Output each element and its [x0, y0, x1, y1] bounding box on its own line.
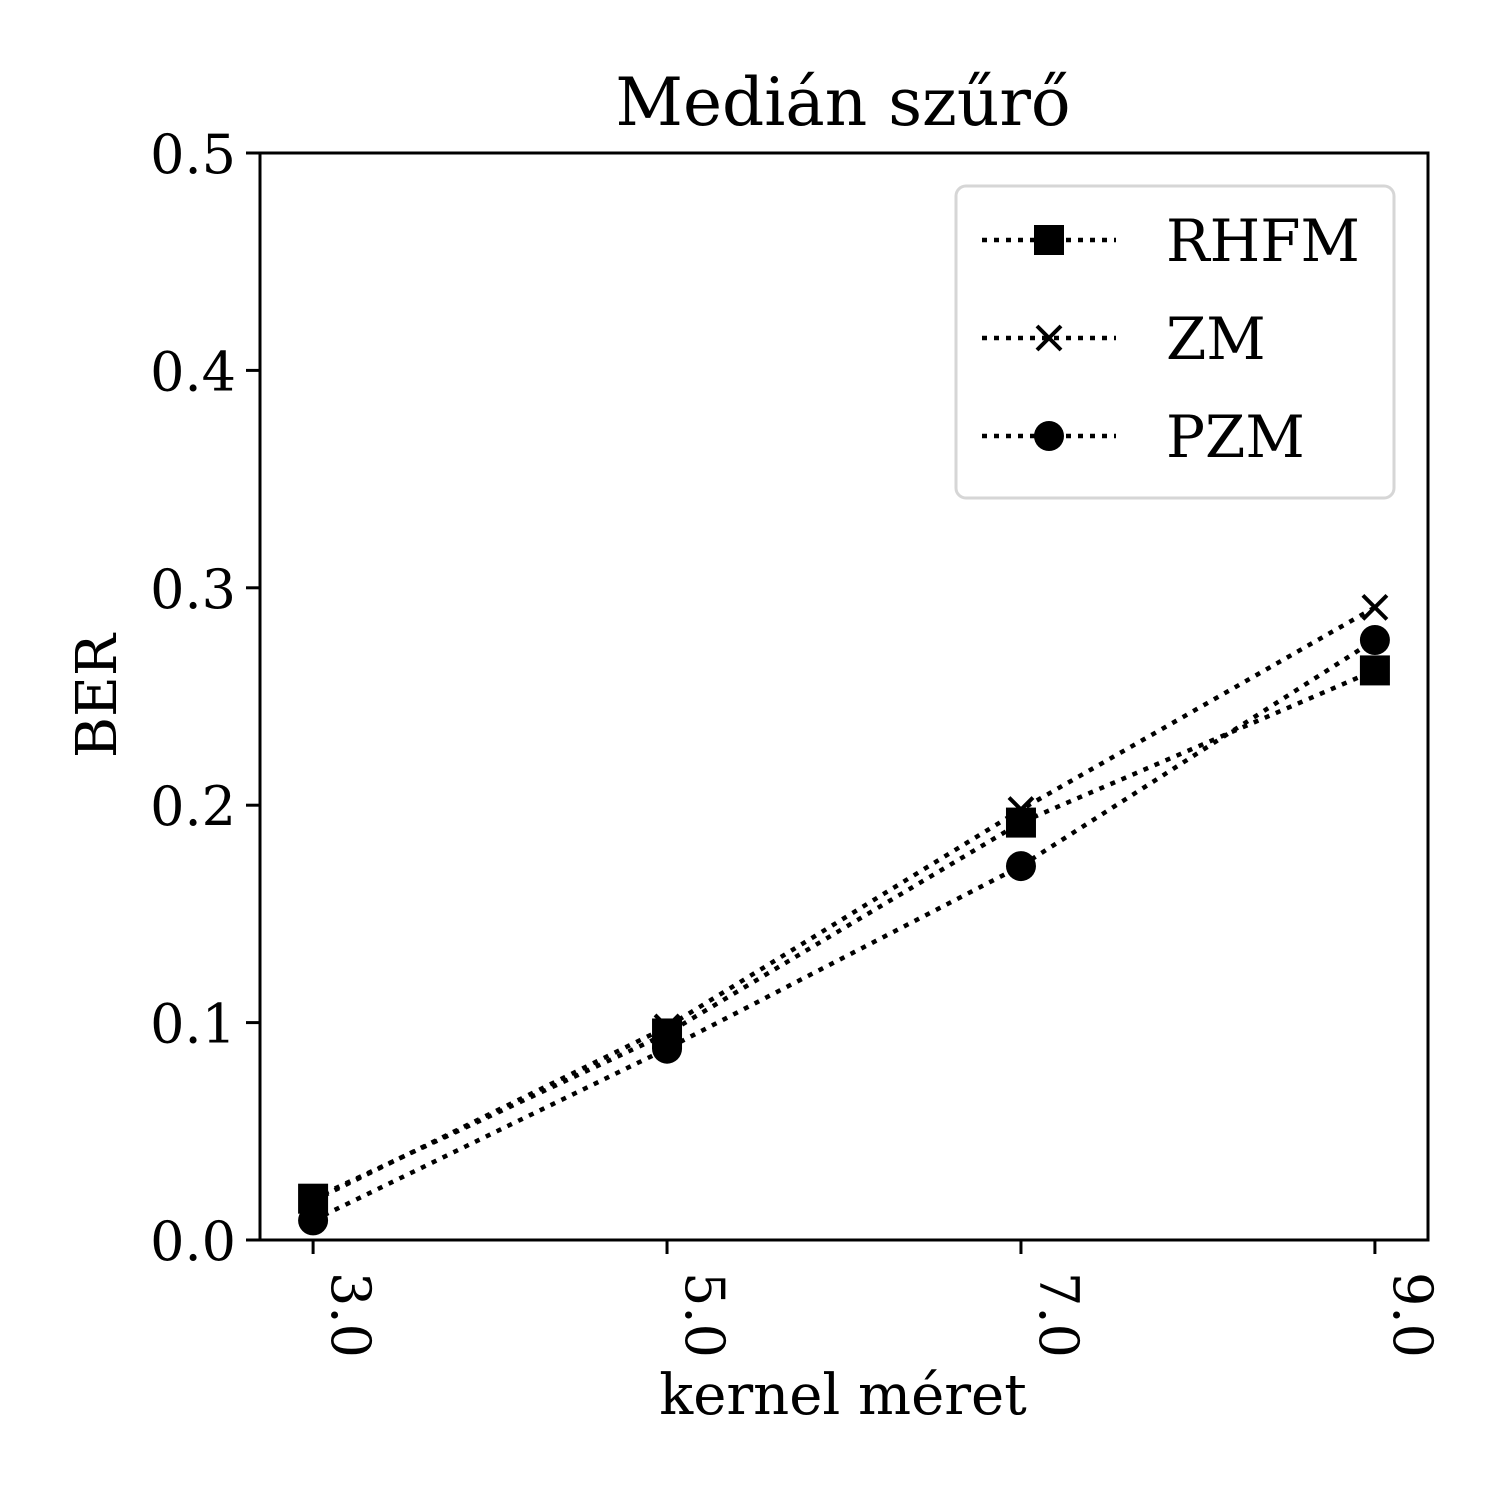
x-axis-label: kernel méret	[659, 1363, 1027, 1428]
y-tick-label: 0.1	[150, 993, 236, 1056]
legend-label: ZM	[1166, 305, 1266, 373]
data-point-pzm	[1359, 624, 1390, 655]
plot-area	[298, 593, 1390, 1236]
x-tick-label: 7.0	[1027, 1272, 1090, 1358]
legend-label: RHFM	[1166, 207, 1360, 275]
legend-marker	[1035, 324, 1063, 352]
x-tick-label: 3.0	[319, 1272, 382, 1358]
data-point-rhfm	[1359, 655, 1390, 686]
legend-entry-zm: ZM	[982, 305, 1266, 373]
y-tick-label: 0.0	[150, 1210, 236, 1273]
series-line-rhfm	[312, 668, 1376, 1201]
chart-title: Medián szűrő	[615, 64, 1070, 141]
data-point-pzm	[1005, 851, 1036, 882]
legend-label: PZM	[1166, 403, 1305, 471]
data-point-pzm	[298, 1205, 329, 1236]
legend-marker	[1034, 421, 1064, 451]
series-pzm	[298, 624, 1390, 1236]
x-tick-label: 9.0	[1381, 1272, 1444, 1358]
legend-entry-rhfm: RHFM	[982, 207, 1360, 275]
data-point-zm	[653, 1013, 681, 1041]
plot-frame	[258, 151, 1430, 1242]
data-point-pzm	[652, 1033, 683, 1064]
data-point-zm	[1361, 593, 1389, 621]
data-point-rhfm	[1005, 807, 1036, 838]
series-line-pzm	[312, 638, 1377, 1223]
y-tick-label: 0.2	[150, 775, 236, 838]
x-tick-label: 5.0	[673, 1272, 736, 1358]
legend-marker	[1034, 225, 1064, 255]
axis-ticks: 0.0 0.1 0.2 0.3 0.4 0.5 3.0 5.0 7.0 9.0	[150, 123, 1444, 1358]
y-tick-label: 0.3	[150, 558, 236, 621]
series-line-zm	[312, 605, 1377, 1203]
series-zm	[299, 593, 1389, 1215]
y-tick-label: 0.5	[150, 123, 236, 186]
y-axis-label: BER	[65, 632, 130, 758]
data-point-zm	[1007, 796, 1035, 823]
legend-entry-pzm: PZM	[982, 403, 1305, 471]
y-tick-label: 0.4	[150, 340, 236, 403]
legend: RHFM ZM PZM	[954, 184, 1396, 500]
series-rhfm	[298, 655, 1390, 1214]
legend-box	[954, 184, 1396, 500]
